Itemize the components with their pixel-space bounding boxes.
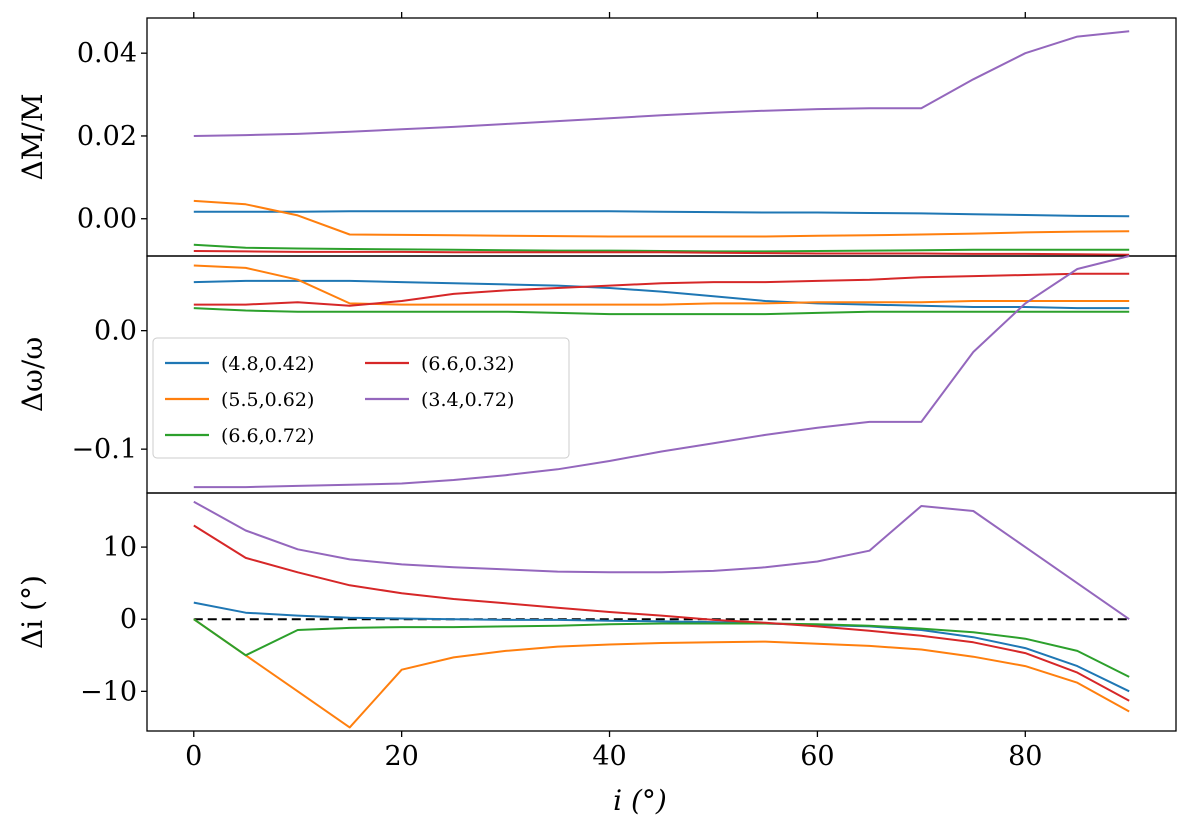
legend-entry: (6.6,0.72) [221,425,314,447]
series-line-(5.5,0.62) [193,199,1130,238]
y-axis-label: ΔM/M [16,94,49,181]
series-line-(5.5,0.62) [193,618,1130,729]
legend-entry: (5.5,0.62) [221,389,314,411]
y-tick-label: 0.02 [77,121,137,152]
x-tick-label: 80 [1008,741,1042,772]
series-line-(6.6,0.72) [193,618,1130,678]
series-line-(6.6,0.72) [193,243,1130,253]
panel-2: 0.0 −0.1 Δω/ω [16,255,1177,494]
y-axis-label: Δi (°) [16,575,49,649]
series-line-(6.6,0.32) [193,250,1130,256]
plot-panels: 0.00 0.02 0.04 ΔM/M 0.0 −0.1 Δω/ω 10 0 −10 0 20 40 60… [16,12,1177,772]
x-tick-label: 60 [800,741,834,772]
y-tick-label: 0.04 [77,38,137,69]
series-line-(3.4,0.72) [193,30,1130,137]
series-line-(3.4,0.72) [193,500,1130,621]
series-line-(4.8,0.42) [193,279,1130,310]
panel-frame [146,17,1177,257]
series-line-(4.8,0.42) [193,210,1130,218]
series-line-(6.6,0.32) [193,524,1130,702]
y-tick-label: 0 [120,604,137,635]
x-tick-label: 20 [384,741,418,772]
y-tick-label: −10 [80,676,137,707]
y-tick-label: 0.00 [77,204,137,235]
legend-entry: (4.8,0.42) [221,353,314,375]
y-tick-label: 0.0 [94,316,137,347]
legend: (4.8,0.42) (5.5,0.62) (6.6,0.72) (6.6,0.32)… [152,337,570,459]
y-axis-label: Δω/ω [16,337,49,412]
x-axis-label: i (°) [613,784,667,817]
legend-entry: (6.6,0.32) [421,353,514,375]
legend-box [152,337,570,459]
panel-3: 10 0 −10 0 20 40 60 80 Δi (°) [16,492,1177,772]
series-line-(6.6,0.72) [193,307,1130,316]
panel-1: 0.00 0.02 0.04 ΔM/M [16,12,1177,257]
series-line-(4.8,0.42) [193,601,1130,693]
y-tick-label: 10 [103,532,137,563]
x-tick-label: 0 [185,741,202,772]
legend-entry: (3.4,0.72) [421,389,514,411]
series-line-(3.4,0.72) [193,255,1130,489]
x-tick-label: 40 [592,741,626,772]
panel-frame [146,492,1177,732]
y-tick-label: −0.1 [71,434,137,465]
series-line-(6.6,0.32) [193,272,1130,307]
series-line-(5.5,0.62) [193,264,1130,306]
